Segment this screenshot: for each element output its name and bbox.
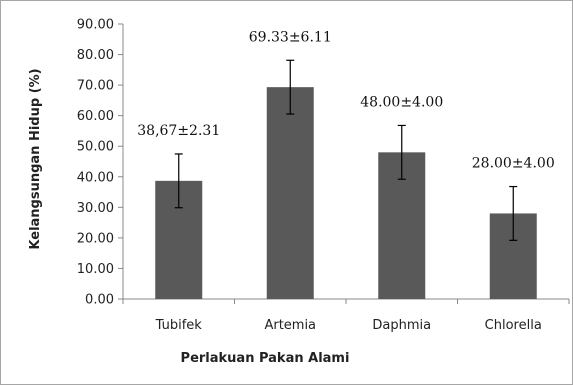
- y-tick-label: 80.00: [77, 48, 114, 63]
- y-axis-title: Kelangsungan Hidup (%): [28, 68, 43, 249]
- y-tick-label: 20.00: [77, 231, 114, 246]
- x-tick-label: Chlorella: [485, 318, 542, 333]
- y-tick-label: 60.00: [77, 109, 114, 124]
- y-tick-label: 0.00: [85, 293, 114, 308]
- error-bar: [397, 124, 406, 180]
- x-tick-label: Tubifek: [155, 318, 203, 333]
- bars: 38,67±2.31 69.33±6.11 48.00±4.00 28.00±4.00: [137, 29, 555, 300]
- data-label: 28.00±4.00: [472, 156, 555, 172]
- error-bar: [509, 185, 518, 241]
- x-axis-title: Perlakuan Pakan Alami: [181, 351, 350, 366]
- y-tick-label: 70.00: [77, 79, 114, 94]
- data-label: 69.33±6.11: [249, 29, 332, 45]
- x-tick-label: Artemia: [264, 318, 316, 333]
- y-tick-label: 50.00: [77, 140, 114, 155]
- data-label: 48.00±4.00: [360, 94, 443, 110]
- x-axis: Tubifek Artemia Daphmia Chlorella: [122, 298, 570, 333]
- y-tick-label: 30.00: [77, 201, 114, 216]
- y-tick-label: 10.00: [77, 262, 114, 277]
- error-bar: [174, 153, 183, 209]
- error-bar: [286, 59, 295, 115]
- y-axis: 0.00 10.00 20.00 30.00 40.00 50.00 60.00 70.00 8…: [77, 18, 124, 308]
- bar: [266, 87, 314, 300]
- y-tick-label: 90.00: [77, 18, 114, 33]
- data-label: 38,67±2.31: [137, 123, 220, 139]
- y-tick-label: 40.00: [77, 170, 114, 185]
- x-tick-label: Daphmia: [372, 318, 431, 333]
